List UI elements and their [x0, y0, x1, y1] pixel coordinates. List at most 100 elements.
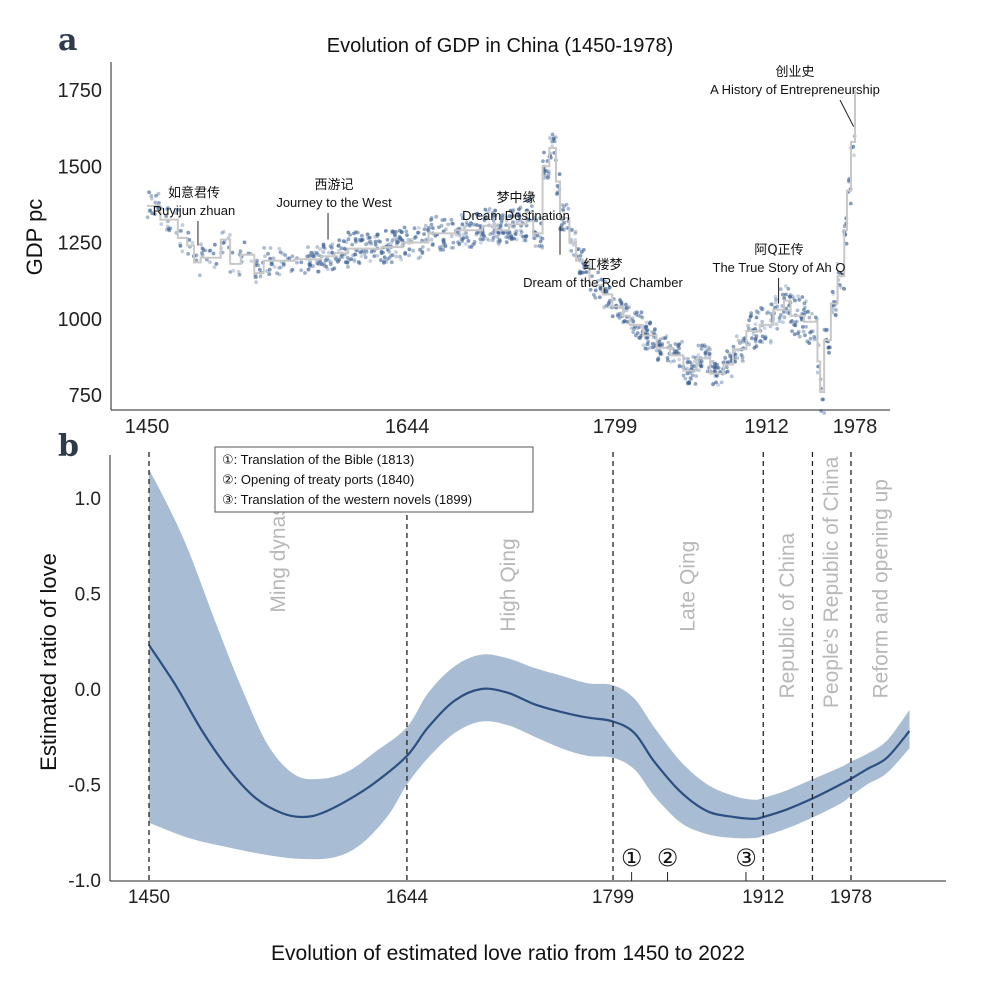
gdp-data-point	[393, 234, 397, 238]
gdp-data-point	[606, 287, 611, 291]
gdp-data-point	[466, 239, 471, 243]
gdp-data-point	[540, 236, 545, 241]
gdp-data-point	[423, 238, 428, 243]
gdp-data-point	[571, 253, 576, 257]
gdp-x-tick-1644: 1644	[385, 416, 430, 438]
gdp-data-point	[308, 262, 313, 267]
gdp-data-point	[543, 168, 547, 173]
gdp-data-point	[488, 232, 493, 237]
gdp-data-point	[689, 377, 694, 381]
gdp-data-point	[277, 246, 282, 251]
gdp-data-point	[387, 255, 392, 260]
gdp-data-point	[372, 248, 377, 253]
gdp-data-point	[690, 373, 695, 378]
gdp-data-point	[846, 178, 851, 183]
gdp-data-point	[724, 365, 729, 370]
gdp-data-point	[800, 295, 805, 299]
gdp-data-point	[754, 309, 759, 313]
love-y-tick-neg1: -1.0	[68, 871, 101, 892]
gdp-data-point	[403, 250, 408, 255]
gdp-data-point	[696, 353, 701, 358]
gdp-data-point	[598, 286, 603, 291]
gdp-data-point	[493, 213, 498, 218]
gdp-data-point	[303, 271, 307, 275]
gdp-data-point	[815, 370, 820, 375]
gdp-data-point	[437, 245, 442, 250]
gdp-data-point	[517, 214, 522, 219]
gdp-data-point	[386, 242, 390, 247]
gdp-data-point	[707, 352, 712, 356]
gdp-data-point	[391, 237, 395, 242]
gdp-data-point	[339, 246, 344, 251]
gdp-data-point	[495, 223, 500, 228]
gdp-data-point	[367, 239, 372, 244]
gdp-data-point	[350, 242, 355, 247]
gdp-data-point	[725, 369, 730, 374]
gdp-data-point	[796, 329, 801, 334]
gdp-data-point	[636, 313, 641, 318]
love-x-tick-1644: 1644	[386, 887, 429, 908]
gdp-data-point	[482, 217, 487, 221]
era-label-reform-opening-up: Reform and opening up	[869, 479, 892, 699]
gdp-x-tick-1799: 1799	[593, 416, 638, 438]
gdp-data-point	[801, 329, 806, 334]
gdp-data-point	[375, 234, 380, 239]
gdp-data-point	[353, 238, 358, 243]
gdp-data-point	[555, 192, 559, 196]
event-marker-3: ③	[735, 844, 757, 872]
gdp-data-point	[416, 256, 421, 261]
gdp-data-point	[180, 223, 185, 227]
gdp-data-point	[746, 326, 751, 331]
gdp-data-point	[285, 256, 290, 261]
gdp-data-point	[688, 371, 692, 376]
gdp-data-point	[759, 305, 763, 310]
gdp-data-point	[263, 254, 267, 259]
gdp-data-point	[738, 341, 742, 345]
gdp-data-point	[353, 230, 358, 235]
gdp-data-point	[487, 207, 492, 211]
gdp-data-point	[485, 236, 489, 241]
gdp-data-point	[736, 338, 741, 343]
gdp-data-point	[315, 261, 320, 266]
gdp-data-point	[666, 340, 671, 345]
gdp-data-point	[416, 230, 421, 235]
era-label-peoples-republic: People's Republic of China	[820, 456, 843, 708]
gdp-data-point	[412, 236, 417, 241]
gdp-data-point	[398, 254, 402, 259]
gdp-data-point	[514, 229, 519, 234]
gdp-data-point	[615, 312, 620, 317]
gdp-data-point	[272, 265, 277, 269]
gdp-data-point	[833, 313, 838, 317]
gdp-data-point	[357, 237, 362, 242]
gdp-data-point	[186, 230, 191, 235]
annotation-en-title: A History of Entrepreneurship	[710, 82, 880, 97]
gdp-data-point	[175, 207, 180, 212]
gdp-data-point	[747, 318, 751, 323]
gdp-data-point	[340, 255, 345, 260]
gdp-data-point	[315, 245, 320, 249]
gdp-data-point	[515, 211, 520, 216]
gdp-data-point	[441, 240, 446, 244]
gdp-data-point	[326, 251, 331, 255]
gdp-y-tick-750: 750	[69, 385, 102, 407]
gdp-data-point	[308, 263, 313, 268]
gdp-data-point	[548, 136, 552, 140]
gdp-data-point	[644, 325, 648, 329]
gdp-data-point	[394, 229, 398, 234]
gdp-data-point	[751, 332, 756, 337]
gdp-data-point	[258, 274, 263, 279]
gdp-data-point	[200, 251, 204, 255]
gdp-data-point	[648, 321, 652, 326]
gdp-data-point	[713, 361, 717, 366]
gdp-data-point	[705, 369, 710, 374]
gdp-data-point	[663, 336, 668, 340]
gdp-data-point	[578, 270, 583, 275]
gdp-data-point	[560, 203, 565, 207]
gdp-data-point	[820, 397, 825, 402]
gdp-data-point	[599, 277, 604, 282]
gdp-data-point	[372, 254, 377, 259]
gdp-data-point	[469, 245, 474, 249]
gdp-data-point	[326, 258, 331, 263]
gdp-data-point	[262, 246, 266, 250]
gdp-data-point	[365, 232, 370, 237]
